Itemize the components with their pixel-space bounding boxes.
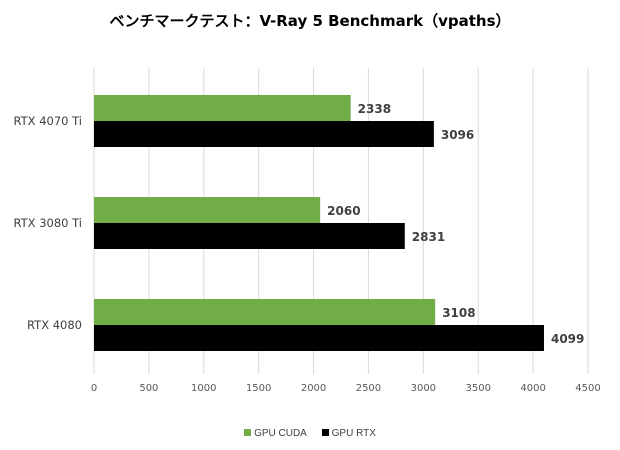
- x-tick-label-3500: 3500: [465, 383, 490, 394]
- legend-label-rtx: GPU RTX: [331, 428, 376, 439]
- data-label-rtx-1: 2831: [412, 230, 445, 244]
- chart-title: ベンチマークテスト：V-Ray 5 Benchmark（vpaths）: [109, 12, 511, 30]
- x-tick-label-3000: 3000: [411, 383, 436, 394]
- x-tick-label-2500: 2500: [356, 383, 381, 394]
- legend-swatch-cuda: [244, 429, 252, 436]
- data-label-cuda-2: 3108: [442, 306, 475, 320]
- bars: [94, 95, 544, 351]
- bar-cuda-0: [94, 95, 351, 121]
- legend: GPU CUDA GPU RTX: [0, 428, 620, 439]
- x-tick-label-0: 0: [91, 383, 97, 394]
- x-tick-label-1500: 1500: [246, 383, 271, 394]
- data-label-rtx-0: 3096: [441, 128, 474, 142]
- y-category-label-1: RTX 3080 Ti: [13, 216, 82, 230]
- x-tick-label-4000: 4000: [520, 383, 545, 394]
- legend-item-rtx: GPU RTX: [321, 428, 376, 439]
- data-labels: 2338 2060 3108 3096 2831 4099: [327, 102, 584, 346]
- bar-cuda-2: [94, 299, 436, 325]
- axes: 0 500 1000 1500 2000 2500 3000 3500 4000 4500 RTX …: [13, 114, 600, 394]
- data-label-rtx-2: 4099: [551, 332, 584, 346]
- legend-swatch-rtx: [321, 429, 329, 436]
- x-tick-label-2000: 2000: [301, 383, 326, 394]
- bar-rtx-1: [94, 223, 405, 249]
- data-label-cuda-1: 2060: [327, 204, 360, 218]
- y-category-label-0: RTX 4070 Ti: [13, 114, 82, 128]
- bar-cuda-1: [94, 197, 321, 223]
- bar-rtx-0: [94, 121, 434, 147]
- bar-rtx-2: [94, 325, 544, 351]
- data-label-cuda-0: 2338: [358, 102, 391, 116]
- legend-label-cuda: GPU CUDA: [254, 428, 307, 439]
- x-tick-label-4500: 4500: [575, 383, 600, 394]
- x-tick-label-1000: 1000: [191, 383, 216, 394]
- legend-item-cuda: GPU CUDA: [244, 428, 307, 439]
- x-tick-label-500: 500: [139, 383, 158, 394]
- y-category-label-2: RTX 4080: [27, 318, 82, 332]
